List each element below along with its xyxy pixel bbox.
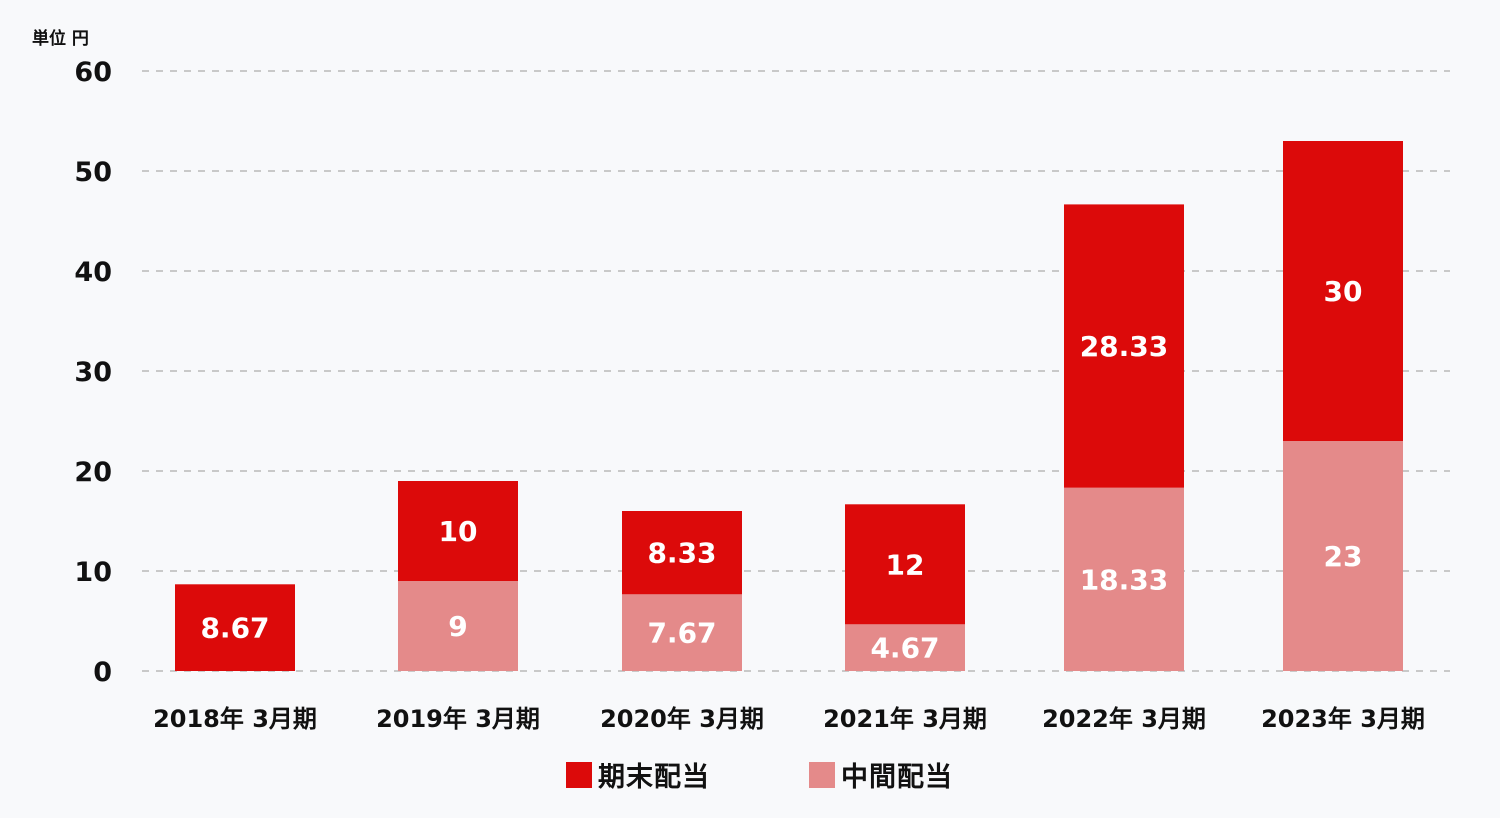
y-tick-label: 50 [74,157,112,188]
bar-value-label: 8.33 [647,537,716,570]
unit-label: 単位 円 [32,29,89,49]
legend-item-year-end: 期末配当 [566,755,710,794]
bar-value-label: 18.33 [1080,563,1169,596]
bar-value-label: 7.67 [647,617,716,650]
bar-value-label: 8.67 [200,612,269,645]
y-tick-label: 0 [93,657,112,688]
bar-value-label: 28.33 [1080,330,1169,363]
bar-segment [845,504,965,625]
bar-value-label: 12 [886,548,925,581]
y-tick-label: 30 [74,357,112,388]
bar-segment [398,481,518,581]
bar-segment [1064,204,1184,488]
y-tick-label: 60 [74,57,112,88]
legend-item-interim: 中間配当 [809,755,953,794]
legend-swatch-year-end [566,761,592,788]
legend-label-year-end: 期末配当 [598,762,710,793]
x-tick-label: 2021年 3月期 [823,705,987,733]
bar-segment [622,594,742,671]
y-tick-label: 10 [74,557,112,588]
x-tick-label: 2020年 3月期 [600,705,764,733]
bar-value-label: 4.67 [870,632,939,665]
y-tick-label: 40 [74,257,112,288]
x-tick-label: 2019年 3月期 [376,705,540,733]
bar-segment [622,511,742,595]
x-tick-label: 2023年 3月期 [1261,705,1425,733]
bar-value-label: 30 [1324,275,1363,308]
x-tick-label: 2022年 3月期 [1042,705,1206,733]
x-tick-label: 2018年 3月期 [153,705,317,733]
y-tick-label: 20 [74,457,112,488]
bar-segment [398,581,518,671]
legend: 期末配当 中間配当 [0,755,1500,795]
bar-value-label: 23 [1324,540,1363,573]
bar-segment [1064,487,1184,671]
bar-segment [1283,141,1403,441]
legend-swatch-interim [809,761,835,788]
bar-segment [1283,441,1403,671]
bar-segment [845,624,965,671]
bar-value-label: 10 [439,515,478,548]
bar-segment [175,584,295,671]
bar-value-label: 9 [448,610,467,643]
legend-label-interim: 中間配当 [841,762,953,793]
